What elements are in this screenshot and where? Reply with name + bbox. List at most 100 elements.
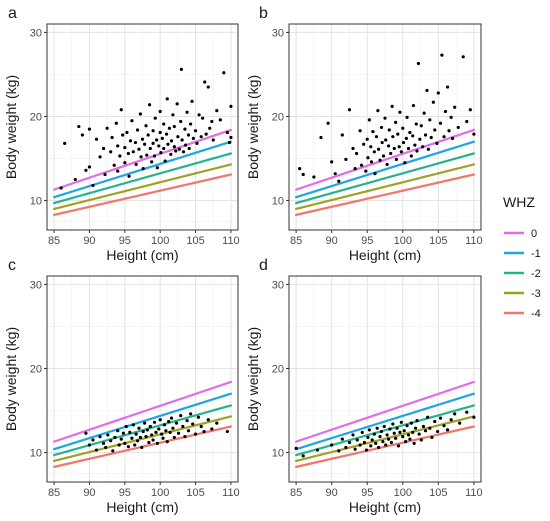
data-point xyxy=(372,150,376,154)
data-point xyxy=(162,423,167,427)
data-point xyxy=(128,430,132,434)
data-point xyxy=(181,150,186,154)
data-point xyxy=(112,163,116,167)
data-point xyxy=(458,421,462,425)
data-point xyxy=(436,429,440,434)
y-axis-label: Body weight (kg) xyxy=(3,327,19,431)
x-axis-label: Height (cm) xyxy=(349,247,421,263)
data-point xyxy=(183,127,187,131)
data-point xyxy=(134,162,138,167)
data-point xyxy=(176,135,180,139)
data-point xyxy=(151,129,155,133)
data-point xyxy=(186,133,191,137)
data-point xyxy=(135,439,140,443)
legend-label: 0 xyxy=(531,228,537,240)
data-point xyxy=(130,436,134,440)
data-point xyxy=(91,183,95,188)
data-point xyxy=(105,126,109,130)
legend-title: WHZ xyxy=(503,194,535,210)
data-point xyxy=(103,172,107,177)
data-point xyxy=(137,426,141,430)
data-point xyxy=(450,136,455,140)
data-point xyxy=(117,443,121,447)
x-tick-label: 90 xyxy=(326,487,338,499)
data-point xyxy=(301,454,305,458)
data-point xyxy=(222,71,226,75)
data-point xyxy=(215,421,219,425)
data-point xyxy=(119,437,123,441)
y-tick-label: 10 xyxy=(30,448,42,460)
data-point xyxy=(177,147,181,151)
y-tick-label: 30 xyxy=(30,27,42,39)
data-point xyxy=(172,124,176,129)
data-point xyxy=(181,424,185,429)
legend-label: -1 xyxy=(531,248,541,260)
data-point xyxy=(364,169,368,173)
legend-item: -3 xyxy=(504,288,541,300)
data-point xyxy=(359,163,364,167)
data-point xyxy=(210,427,214,431)
data-point xyxy=(160,432,164,436)
data-point xyxy=(419,124,423,128)
data-point xyxy=(98,155,102,159)
data-point xyxy=(109,439,113,443)
data-point xyxy=(409,421,413,425)
data-point xyxy=(119,108,123,112)
data-point xyxy=(225,429,229,434)
y-tick-label: 20 xyxy=(30,111,42,123)
y-tick-label: 10 xyxy=(272,448,284,460)
data-point xyxy=(358,443,362,447)
y-tick-label: 20 xyxy=(30,363,42,375)
data-point xyxy=(116,429,120,433)
data-point xyxy=(150,160,154,164)
whz-line--3 xyxy=(295,415,475,463)
data-point xyxy=(148,424,152,429)
data-point xyxy=(398,430,402,434)
x-tick-label: 85 xyxy=(48,487,60,499)
whz-line--4 xyxy=(295,425,475,468)
data-point xyxy=(384,443,388,447)
data-point xyxy=(159,151,163,155)
data-point xyxy=(189,412,193,416)
data-point xyxy=(73,177,77,182)
legend-item: -4 xyxy=(504,308,541,320)
data-point xyxy=(401,434,405,439)
data-point xyxy=(337,179,341,183)
data-point xyxy=(442,135,446,139)
x-axis-label: Height (cm) xyxy=(106,499,178,515)
data-point xyxy=(127,174,131,178)
data-point xyxy=(59,186,63,190)
legend: WHZ 0 -1 -2 -3 -4 xyxy=(503,194,541,320)
x-tick-label: 85 xyxy=(48,235,60,247)
data-point xyxy=(87,165,92,169)
data-point xyxy=(412,441,416,445)
x-tick-label: 110 xyxy=(222,235,240,247)
panel-letter: b xyxy=(259,5,268,22)
whz-line--1 xyxy=(52,392,233,451)
data-point xyxy=(114,121,118,125)
data-point xyxy=(358,129,362,133)
data-point xyxy=(389,440,393,445)
data-point xyxy=(401,126,405,130)
data-point xyxy=(374,441,378,445)
data-point xyxy=(392,431,396,435)
data-point xyxy=(411,134,415,138)
data-point xyxy=(176,431,181,435)
data-point xyxy=(126,445,130,449)
data-point xyxy=(215,109,219,113)
y-axis-label: Body weight (kg) xyxy=(3,75,19,179)
data-point xyxy=(199,424,203,429)
data-point xyxy=(157,144,161,148)
data-point xyxy=(165,440,169,444)
whz-line-0 xyxy=(52,128,233,191)
data-point xyxy=(333,172,337,176)
data-point xyxy=(443,109,448,114)
data-point xyxy=(101,146,106,151)
data-point xyxy=(128,139,133,143)
data-point xyxy=(139,155,143,159)
data-point xyxy=(118,154,122,158)
panel-b: b 85 90 95 100 105 110 10 20 30 Height (cm) Body we… xyxy=(245,5,483,263)
data-point xyxy=(84,168,88,172)
data-point xyxy=(453,105,457,109)
